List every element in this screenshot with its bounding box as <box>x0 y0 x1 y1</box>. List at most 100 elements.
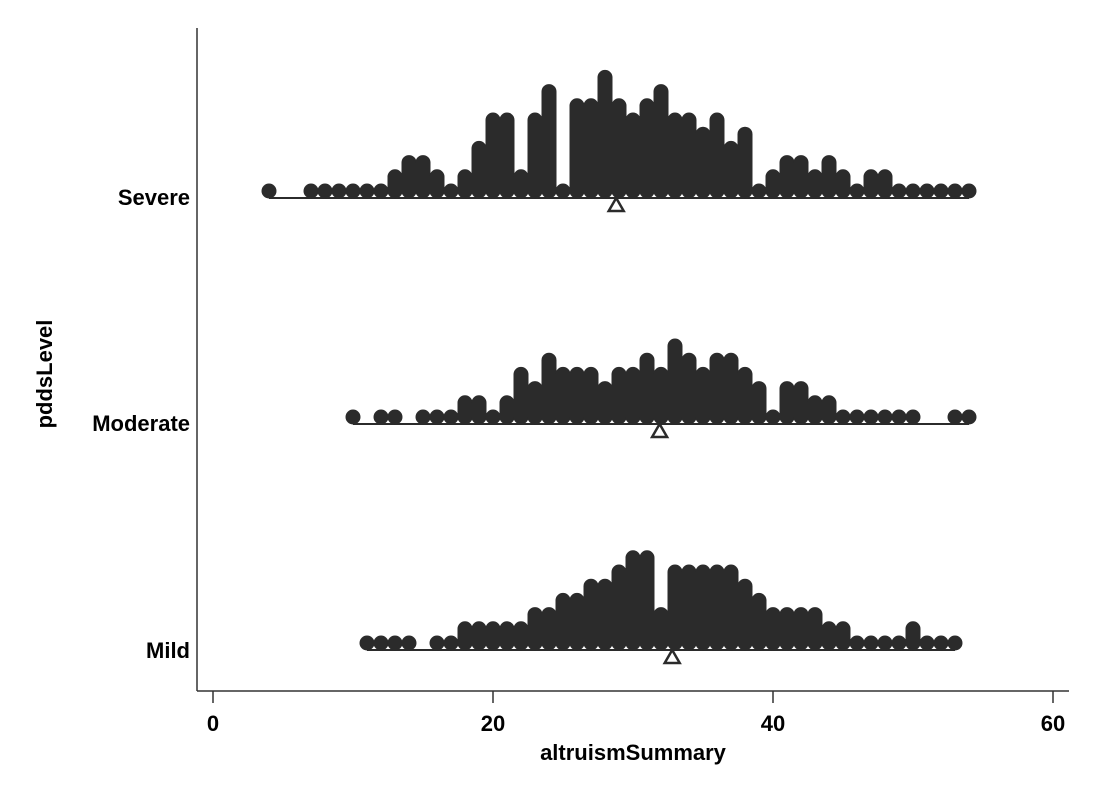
dot-stack <box>723 352 739 425</box>
dot-stack <box>891 183 907 199</box>
dot-stack <box>499 395 515 425</box>
y-labels-layer: Severe Moderate Mild <box>92 185 190 663</box>
dot-stack <box>597 69 613 199</box>
x-axis-title: altruismSummary <box>540 740 727 765</box>
dot-stack <box>345 183 361 199</box>
dot-stack <box>905 183 921 199</box>
dot-stack <box>737 126 753 199</box>
dot-stack <box>611 98 627 199</box>
dot-stack <box>387 635 403 651</box>
dot-stack <box>947 183 963 199</box>
dot-stack <box>751 592 767 651</box>
dot-stack <box>653 607 669 651</box>
dot-stack <box>555 592 571 651</box>
dot-stack <box>681 564 697 651</box>
dot-stack <box>905 621 921 651</box>
dot-stack <box>555 183 571 199</box>
x-tick-label: 40 <box>761 711 785 736</box>
dot-stack <box>933 183 949 199</box>
dot-stack <box>961 183 977 199</box>
dot-stack <box>429 409 445 425</box>
dot-stack <box>695 126 711 199</box>
dot-stack <box>373 183 389 199</box>
dot-stack <box>261 183 277 199</box>
x-tick-label: 60 <box>1041 711 1065 736</box>
dot-stack <box>821 395 837 425</box>
dot-stack <box>401 155 417 199</box>
dot-stack <box>751 381 767 425</box>
dot-stack <box>877 409 893 425</box>
dot-stack <box>905 409 921 425</box>
mean-marker <box>662 647 682 665</box>
dot-stack <box>317 183 333 199</box>
dot-stack <box>723 564 739 651</box>
dot-stack <box>793 381 809 425</box>
dot-stack <box>443 635 459 651</box>
dot-stack <box>611 564 627 651</box>
dot-stack <box>695 564 711 651</box>
dot-stack <box>457 395 473 425</box>
y-category-label: Severe <box>118 185 190 210</box>
dot-stack <box>387 409 403 425</box>
dot-stack <box>569 592 585 651</box>
dot-stack <box>947 635 963 651</box>
dot-stack <box>359 635 375 651</box>
dot-stack <box>765 607 781 651</box>
dot-stack <box>793 155 809 199</box>
dot-stack <box>919 635 935 651</box>
dot-stack <box>485 112 501 199</box>
dot-stack <box>653 366 669 425</box>
dot-stack <box>387 169 403 199</box>
dot-stack <box>583 578 599 651</box>
dot-stack <box>625 550 641 651</box>
dot-stack <box>443 183 459 199</box>
dot-stack <box>835 169 851 199</box>
dot-stack <box>891 409 907 425</box>
dot-stack <box>807 169 823 199</box>
dot-stack <box>653 84 669 199</box>
dot-stack <box>807 395 823 425</box>
dot-stack <box>415 155 431 199</box>
dot-stack <box>611 366 627 425</box>
dot-stack <box>793 607 809 651</box>
dot-stack <box>639 98 655 199</box>
dot-stack <box>569 366 585 425</box>
mean-marker <box>606 195 626 213</box>
dot-stack <box>429 169 445 199</box>
dot-stack <box>471 621 487 651</box>
mean-marker <box>649 421 670 439</box>
dot-stack <box>513 621 529 651</box>
dot-stack <box>835 621 851 651</box>
dot-stack <box>849 183 865 199</box>
dot-stack <box>513 169 529 199</box>
dot-stack <box>709 352 725 425</box>
series-moderate <box>345 338 977 439</box>
dot-stack <box>681 352 697 425</box>
dot-stack <box>471 140 487 199</box>
dot-stack <box>625 112 641 199</box>
dot-stack <box>835 409 851 425</box>
dot-stack <box>695 366 711 425</box>
dot-stack <box>541 607 557 651</box>
dot-stack <box>597 578 613 651</box>
dot-stack <box>513 366 529 425</box>
dot-stack <box>863 635 879 651</box>
dot-stack <box>373 409 389 425</box>
dot-stack <box>415 409 431 425</box>
y-category-label: Moderate <box>92 411 190 436</box>
dot-stack <box>849 635 865 651</box>
dot-stack <box>583 98 599 199</box>
dot-stack <box>527 381 543 425</box>
dot-stack <box>639 352 655 425</box>
dot-stack <box>807 607 823 651</box>
dot-stack <box>457 621 473 651</box>
dot-stack <box>933 635 949 651</box>
x-tick-label: 20 <box>481 711 505 736</box>
dot-stack <box>331 183 347 199</box>
dot-stack <box>961 409 977 425</box>
dot-stack <box>863 409 879 425</box>
dot-stack <box>499 621 515 651</box>
series-severe <box>261 69 977 213</box>
dot-stack <box>625 366 641 425</box>
